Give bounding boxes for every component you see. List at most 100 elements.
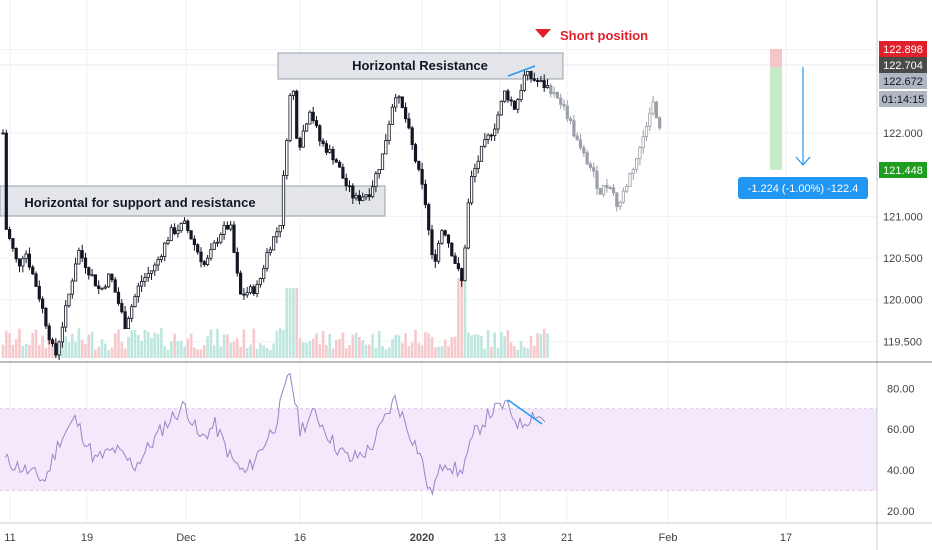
candle [506,88,510,103]
candle [625,183,629,193]
candle [644,121,649,142]
volume-bar [473,334,477,358]
candle [509,96,513,107]
candle [347,180,352,193]
candle [549,83,553,98]
candle [384,133,388,155]
resistance-box[interactable] [277,52,564,80]
volume-bar [41,335,44,358]
rsi-tick-label: 80.00 [887,383,915,395]
volume-bar [113,333,117,358]
candle [301,124,305,148]
volume-bar [14,339,18,358]
candle [469,170,474,206]
candle [526,70,530,81]
volume-bar [34,329,38,358]
time-tick-label: Dec [176,532,196,544]
candle [285,138,289,180]
volume-bar [150,337,153,358]
candle [245,286,249,298]
volume-bar [292,288,295,358]
short-target-zone[interactable] [770,67,782,170]
candle [7,226,12,241]
support-box[interactable] [0,185,386,217]
candle [179,222,183,233]
rsi-axis[interactable]: 80.00 60.00 40.00 20.00 [887,383,915,517]
volume-bar [47,335,51,358]
volume-bar [519,341,523,358]
candle [268,246,272,256]
candle [172,223,177,236]
candle [598,187,602,195]
candle [496,111,500,134]
candle [565,100,569,123]
volume-bar [440,346,444,358]
candle [318,124,322,147]
price-tag: 01:14:15 [879,91,927,107]
volume-bar [516,349,520,358]
price-axis[interactable]: 123.000122.000121.000120.500120.000119.5… [883,45,923,349]
candle [536,77,540,87]
candle [291,90,296,101]
time-axis[interactable]: 11 19 Dec 16 2020 13 21 Feb 17 [4,532,792,544]
candle [575,132,579,141]
volume-bar [404,333,407,358]
candle [390,103,395,125]
volume-bar [434,347,437,358]
volume-bar [265,347,269,358]
volume-bar [430,336,434,358]
candle [50,337,55,347]
volume-bar [457,278,460,358]
candle [176,224,180,238]
volume-bar [160,328,163,358]
volume-bar [358,337,361,358]
short-stop-zone[interactable] [770,49,782,67]
candle [502,90,507,103]
volume-bar [335,340,338,358]
volume-bar [321,330,325,358]
price-tags: 122.898 122.704 122.672 01:14:15 121.448 [879,41,927,178]
rsi-line [4,372,546,496]
rsi-divergence-line[interactable] [507,399,543,425]
candle [466,198,470,250]
volume-bar [170,341,173,358]
candle [433,249,437,268]
volume-bar [104,343,107,358]
candle [1,129,5,135]
volume-bar [338,339,341,358]
volume-bar [374,347,378,358]
candle [252,284,256,296]
volume-bar [503,336,506,358]
volume-bar [74,342,77,358]
candle [199,247,203,268]
candle [446,234,451,248]
candle [54,338,58,359]
time-tick-label: 17 [780,532,792,544]
candle [130,304,134,322]
price-tick-label: 121.000 [883,211,923,223]
volume-bar [94,349,97,358]
volume-bar [325,345,328,358]
candle [351,183,355,205]
volume-bar [417,343,421,358]
candle [67,293,71,308]
volume-bar [288,288,292,358]
candle [618,200,622,211]
short-marker-icon [535,29,551,38]
volume-bar [318,344,322,358]
volume-bar [242,329,246,358]
volume-bar [368,344,371,358]
price-trend-line[interactable] [507,65,536,77]
candle [189,230,193,240]
price-tag: 122.898 [879,41,927,57]
candle [248,284,253,295]
volume-bar [410,342,414,358]
candle [304,123,309,132]
volume-bar [397,335,401,358]
volume-bar [64,335,67,358]
candle [169,224,173,241]
rsi-band-fill [0,408,877,491]
candle [21,255,25,273]
candle [592,162,596,178]
